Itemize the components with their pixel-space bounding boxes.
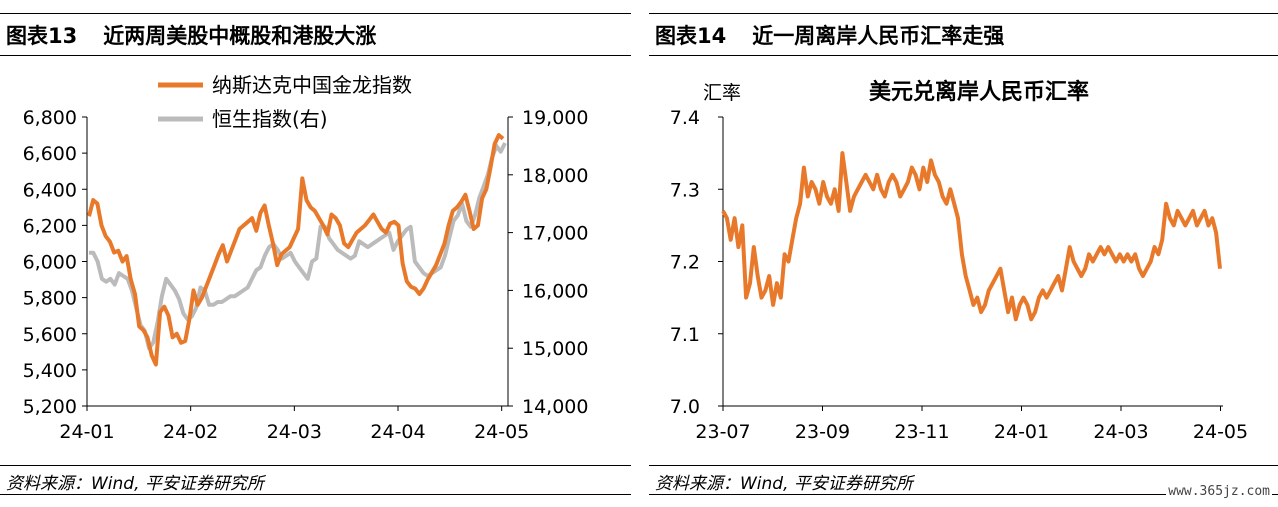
x-tick-label: 23-09 xyxy=(795,421,850,443)
x-tick-label: 24-03 xyxy=(1093,421,1148,443)
series-line-nasdaq-golden-dragon xyxy=(87,133,505,367)
y-left-tick-label: 5,600 xyxy=(23,324,77,346)
x-tick-label: 24-01 xyxy=(59,421,114,443)
source-rule xyxy=(649,465,1278,466)
y-tick-label: 7.1 xyxy=(670,324,700,346)
y-tick-label: 7.2 xyxy=(670,252,700,274)
chart-usd-cnh-rate: 7.4 7.3 7.2 7.1 7.0 23-07 23-09 23-11 24-01 24-03… xyxy=(670,79,1248,443)
figure-label: 图表13 xyxy=(6,24,78,48)
header-rule-bottom xyxy=(649,55,1278,56)
x-tick-label: 24-03 xyxy=(267,421,322,443)
y-right-tick-label: 14,000 xyxy=(522,396,588,418)
y-right-tick-label: 16,000 xyxy=(522,280,588,302)
y-right-tick-label: 15,000 xyxy=(522,338,588,360)
y-tick-label: 7.3 xyxy=(670,179,700,201)
footer-rule xyxy=(0,494,631,495)
watermark: www.365jz.com xyxy=(1166,484,1272,499)
chart-title: 美元兑离岸人民币汇率 xyxy=(869,79,1089,105)
y-tick-label: 7.4 xyxy=(670,107,700,129)
figure-title: 近一周离岸人民币汇率走强 xyxy=(752,24,1005,48)
x-tick-label: 23-11 xyxy=(894,421,949,443)
y-axis-label: 汇率 xyxy=(703,82,741,104)
y-right-tick-label: 17,000 xyxy=(522,223,588,245)
x-tick-label: 24-05 xyxy=(1193,421,1248,443)
y-right-tick-label: 18,000 xyxy=(522,165,588,187)
header-rule-bottom xyxy=(0,55,631,56)
figure-title: 近两周美股中概股和港股大涨 xyxy=(103,24,377,48)
header-rule-top xyxy=(649,13,1278,14)
y-left-tick-label: 6,800 xyxy=(23,107,77,129)
y-right-tick-label: 19,000 xyxy=(522,107,588,129)
y-left-tick-label: 5,200 xyxy=(23,396,77,418)
x-tick-label: 24-02 xyxy=(163,421,218,443)
figure-header: 图表13 近两周美股中概股和港股大涨 xyxy=(6,20,376,50)
figure-13: 图表13 近两周美股中概股和港股大涨 6,800 6,600 6,400 6,200 6,… xyxy=(0,0,631,507)
figure-label: 图表14 xyxy=(655,24,727,48)
source-note: 资料来源：Wind, 平安证券研究所 xyxy=(6,474,264,494)
footer-rule xyxy=(649,494,1278,495)
x-tick-label: 24-01 xyxy=(994,421,1049,443)
header-rule-top xyxy=(0,13,631,14)
x-tick-label: 24-05 xyxy=(474,421,529,443)
y-left-tick-label: 5,400 xyxy=(23,360,77,382)
figure-14: 图表14 近一周离岸人民币汇率走强 7.4 7.3 7.2 7.1 7.0 23-07 23-… xyxy=(649,0,1278,507)
y-left-tick-label: 6,000 xyxy=(23,252,77,274)
y-tick-label: 7.0 xyxy=(670,396,700,418)
y-left-tick-label: 6,400 xyxy=(23,179,77,201)
legend-label-nasdaq: 纳斯达克中国金龙指数 xyxy=(212,73,412,97)
source-note: 资料来源：Wind, 平安证券研究所 xyxy=(655,474,913,494)
x-tick-label: 24-04 xyxy=(370,421,425,443)
source-rule xyxy=(0,465,631,466)
x-tick-label: 23-07 xyxy=(695,421,750,443)
y-left-tick-label: 6,200 xyxy=(23,215,77,237)
y-left-tick-label: 5,800 xyxy=(23,288,77,310)
series-line-usdcnh xyxy=(721,151,1222,322)
chart-nasdaq-golden-dragon-vs-hsi: 6,800 6,600 6,400 6,200 6,000 5,800 5,600 5,400… xyxy=(23,73,589,443)
y-left-tick-label: 6,600 xyxy=(23,143,77,165)
legend-label-hsi: 恒生指数(右) xyxy=(212,107,328,131)
figure-header: 图表14 近一周离岸人民币汇率走强 xyxy=(655,20,1004,50)
